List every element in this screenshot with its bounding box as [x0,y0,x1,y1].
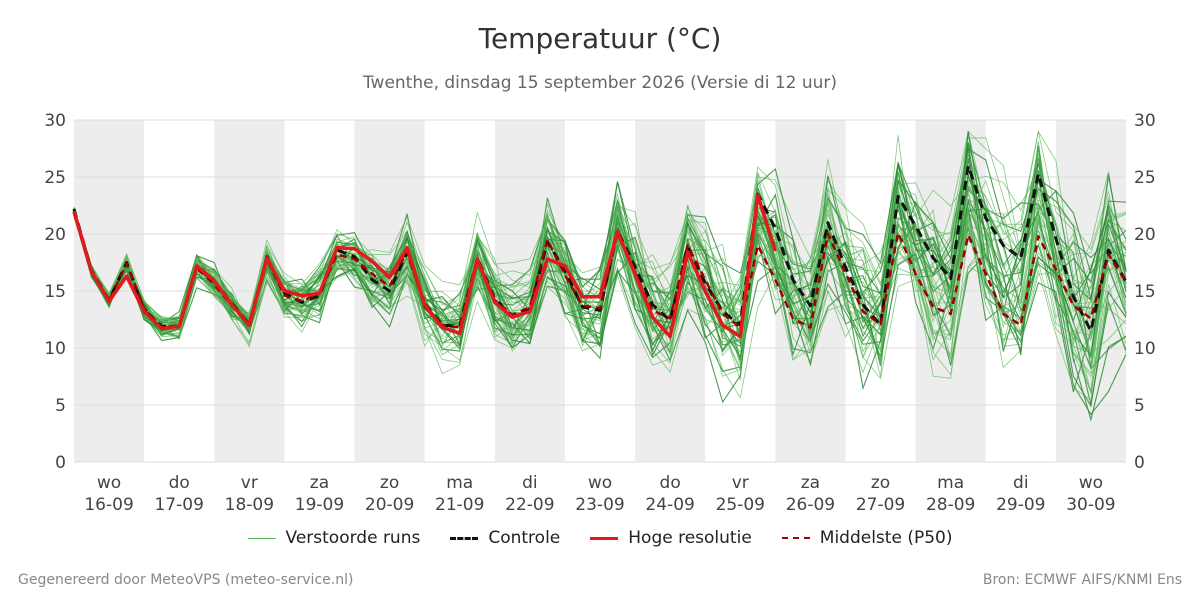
x-tick-date: 22-09 [505,495,554,515]
x-tick-weekday: do [169,473,190,493]
y-tick-label: 15 [1134,282,1156,302]
y-tick-label: 30 [44,111,66,131]
legend-item-p50: Middelste (P50) [781,528,953,548]
x-tick-weekday: zo [380,473,399,493]
x-tick-weekday: za [801,473,820,493]
legend-swatch-p50 [781,537,810,539]
x-tick-weekday: zo [871,473,890,493]
legend-item-control: Controle [450,528,560,548]
footer-source: Bron: ECMWF AIFS/KNMI Ens [982,572,1182,588]
y-tick-label: 20 [44,225,66,245]
x-tick-date: 23-09 [575,495,624,515]
y-tick-label: 5 [55,396,66,416]
y-tick-label: 10 [1134,339,1156,359]
legend-label-runs: Verstoorde runs [285,528,421,548]
x-axis: wo16-09do17-09vr18-09za19-09zo20-09ma21-… [84,473,1115,515]
x-tick-weekday: di [1013,473,1029,493]
x-tick-weekday: di [522,473,538,493]
x-tick-weekday: wo [1079,473,1103,493]
chart-subtitle: Twenthe, dinsdag 15 september 2026 (Vers… [362,73,838,93]
x-tick-weekday: za [310,473,329,493]
legend-item-hres: Hoge resolutie [590,528,752,548]
control-line [72,164,1128,333]
x-tick-weekday: ma [937,473,964,493]
y-tick-label: 20 [1134,225,1156,245]
ensemble-run-line [73,190,1127,376]
x-tick-date: 26-09 [786,495,835,515]
ensemble-run-line [73,204,1127,363]
legend-swatch-hres [590,536,619,540]
legend-swatch-runs [247,537,276,539]
x-tick-date: 17-09 [154,495,203,515]
x-tick-date: 24-09 [645,495,694,515]
x-tick-weekday: ma [446,473,473,493]
x-tick-weekday: vr [732,473,749,493]
x-tick-date: 19-09 [295,495,344,515]
x-tick-weekday: vr [241,473,258,493]
legend-label-control: Controle [488,528,561,548]
y-axis-left: 0 5 10 15 20 25 30 [44,111,66,473]
x-tick-date: 21-09 [435,495,484,515]
hres-line [72,193,777,339]
x-tick-weekday: wo [588,473,612,493]
legend: Verstoorde runs Controle Hoge resolutie … [0,528,1200,548]
y-tick-label: 10 [44,339,66,359]
y-tick-label: 25 [44,168,66,188]
legend-label-p50: Middelste (P50) [819,528,953,548]
x-tick-weekday: wo [97,473,121,493]
x-tick-date: 29-09 [996,495,1045,515]
ensemble-run-line [73,194,1127,352]
y-tick-label: 15 [44,282,66,302]
y-tick-label: 0 [55,453,66,473]
main-series-lines [72,164,1128,339]
x-tick-date: 28-09 [926,495,975,515]
ensemble-run-line [73,174,1127,352]
footer-generated-by: Gegenereerd door MeteoVPS (meteo-service… [18,572,354,588]
y-tick-label: 30 [1134,111,1156,131]
x-tick-date: 25-09 [716,495,765,515]
x-tick-weekday: do [660,473,681,493]
chart-title: Temperatuur (°C) [478,22,722,55]
legend-label-hres: Hoge resolutie [628,528,752,548]
legend-item-runs: Verstoorde runs [247,528,421,548]
x-tick-date: 16-09 [84,495,133,515]
x-tick-date: 27-09 [856,495,905,515]
y-tick-label: 5 [1134,396,1145,416]
y-tick-label: 0 [1134,453,1145,473]
x-tick-date: 30-09 [1066,495,1115,515]
y-axis-right: 0 5 10 15 20 25 30 [1134,111,1156,473]
y-tick-label: 25 [1134,168,1156,188]
x-tick-date: 20-09 [365,495,414,515]
x-tick-date: 18-09 [225,495,274,515]
legend-swatch-control [450,536,479,540]
